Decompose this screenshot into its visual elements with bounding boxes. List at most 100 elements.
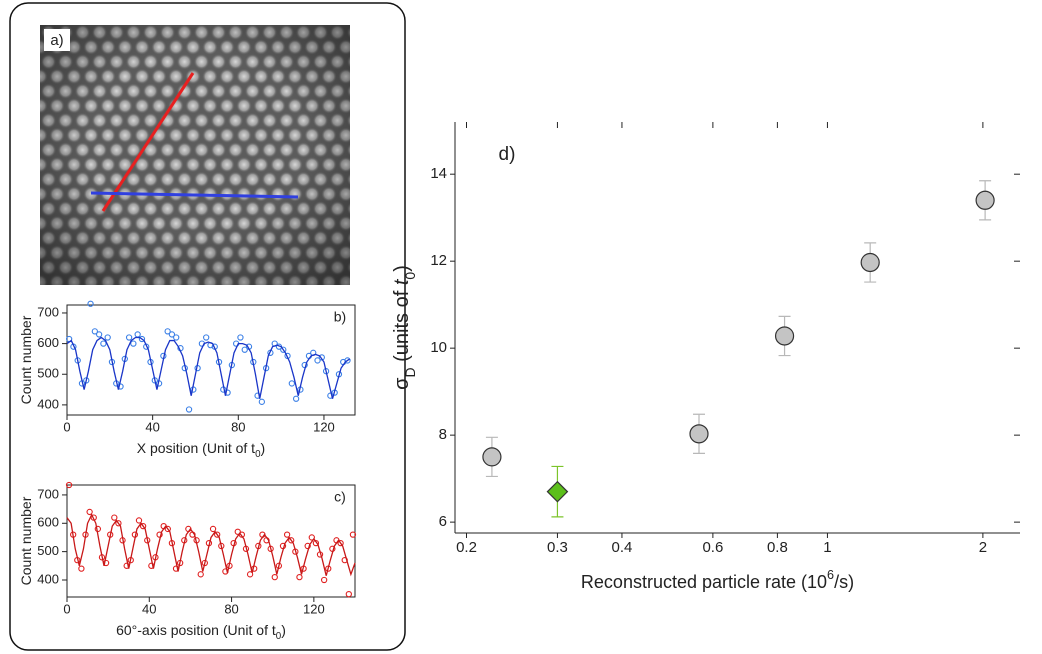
data-point xyxy=(860,252,880,273)
plot-frame xyxy=(66,484,356,598)
x-axis-label: 60°-axis position (Unit of t0) xyxy=(116,622,286,642)
x-tick-label: 0.4 xyxy=(612,539,633,556)
data-point xyxy=(689,424,709,444)
x-axis-label: X position (Unit of t0) xyxy=(137,440,265,460)
x-tick-label: 1 xyxy=(823,539,831,556)
label-part: Reconstructed particle rate (10 xyxy=(581,572,827,592)
fit-line xyxy=(66,513,356,577)
data-point xyxy=(111,514,118,521)
y-tick-label: 600 xyxy=(37,335,59,350)
y-axis-label: Count number xyxy=(18,315,34,404)
data-point xyxy=(241,346,248,353)
cut-60deg xyxy=(101,72,195,212)
x-tick-label: 0 xyxy=(63,419,70,434)
data-point xyxy=(234,528,241,535)
x-tick-label: 0.2 xyxy=(456,539,477,556)
image-shading xyxy=(40,25,350,285)
data-point xyxy=(164,328,171,335)
data-point xyxy=(125,334,133,341)
label-box xyxy=(44,29,70,51)
panel-label: a) xyxy=(50,32,63,49)
plot-frame xyxy=(66,304,356,416)
micrograph: a) xyxy=(40,25,350,285)
y-tick-label: 700 xyxy=(37,304,59,319)
label-part: ) xyxy=(281,622,286,638)
data-point xyxy=(975,190,995,210)
data-point xyxy=(65,481,73,489)
data-point xyxy=(312,539,320,547)
data-point xyxy=(258,398,266,405)
data-point xyxy=(100,340,107,347)
label-part: Count number xyxy=(18,315,34,404)
data-point xyxy=(283,531,291,538)
data-point xyxy=(135,517,143,524)
data-point xyxy=(197,571,204,578)
data-point xyxy=(320,576,328,584)
label-part: D xyxy=(402,367,418,377)
data-point xyxy=(139,522,147,530)
y-tick-label: 12 xyxy=(430,252,447,269)
label-part: 0 xyxy=(276,631,282,642)
data-point xyxy=(314,357,321,364)
x-tick-label: 0 xyxy=(63,601,70,616)
x-axis-label: Reconstructed particle rate (106/s) xyxy=(581,568,854,591)
x-tick-label: 0.3 xyxy=(547,539,568,556)
data-point xyxy=(214,531,221,538)
data-point xyxy=(304,542,311,550)
x-tick-label: 120 xyxy=(313,419,335,434)
y-tick-label: 600 xyxy=(37,515,59,530)
label-part: /s) xyxy=(834,572,854,592)
data-point xyxy=(138,335,146,343)
label-part: Count number xyxy=(18,496,34,585)
label-part: 0 xyxy=(402,272,418,280)
data-point xyxy=(209,525,217,533)
y-tick-label: 500 xyxy=(37,543,59,558)
data-point xyxy=(280,346,287,353)
x-tick-label: 40 xyxy=(145,419,159,434)
data-point xyxy=(345,591,352,598)
panel-label: b) xyxy=(334,309,346,325)
label-part: t xyxy=(391,278,413,285)
data-point xyxy=(87,300,94,307)
y-tick-label: 14 xyxy=(430,165,447,182)
data-point xyxy=(349,531,357,538)
data-point xyxy=(774,326,795,346)
data-point xyxy=(296,574,303,581)
x-tick-label: 2 xyxy=(979,539,987,556)
panel-label: c) xyxy=(334,489,346,505)
y-tick-label: 400 xyxy=(37,396,59,411)
data-point xyxy=(237,334,244,341)
label-part: 60°-axis position (Unit of t xyxy=(116,622,276,638)
data-point xyxy=(115,520,122,527)
label-part: 6 xyxy=(827,568,834,582)
data-point xyxy=(308,534,315,541)
data-point xyxy=(288,537,295,544)
cut-x xyxy=(90,191,299,199)
y-tick-label: 700 xyxy=(37,486,59,501)
x-tick-label: 0.6 xyxy=(702,539,723,556)
data-point xyxy=(95,331,103,338)
data-point xyxy=(164,525,171,533)
data-point xyxy=(86,508,93,516)
data-point xyxy=(292,395,300,402)
y-axis-label: σD (units of t0) xyxy=(391,265,417,390)
data-point xyxy=(271,574,278,581)
data-point xyxy=(130,340,137,347)
label-part: ) xyxy=(261,440,266,456)
data-point xyxy=(91,328,98,335)
data-point xyxy=(246,571,254,578)
panel-label: d) xyxy=(499,144,516,165)
data-point xyxy=(104,334,111,341)
x-tick-label: 120 xyxy=(303,601,325,616)
label-part: (units of xyxy=(391,285,413,367)
data-point xyxy=(546,480,569,503)
y-axis-label: Count number xyxy=(18,496,34,585)
x-tick-label: 0.8 xyxy=(767,539,788,556)
data-point xyxy=(78,565,85,572)
y-tick-label: 400 xyxy=(37,571,59,586)
fit-line xyxy=(66,336,351,399)
label-part: X position (Unit of t xyxy=(137,440,255,456)
data-point xyxy=(288,380,295,387)
